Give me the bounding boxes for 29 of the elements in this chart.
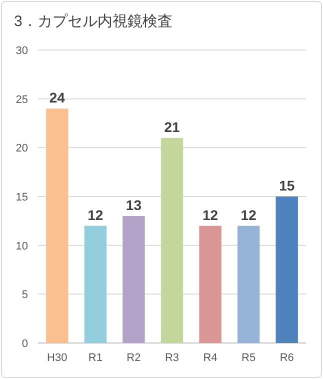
data-label: 12 xyxy=(240,206,257,223)
y-tick-label: 20 xyxy=(16,142,28,155)
data-label: 21 xyxy=(164,118,180,135)
x-tick-label: H30 xyxy=(47,352,68,364)
x-tick-label: R4 xyxy=(203,352,218,364)
x-tick-label: R1 xyxy=(88,352,102,364)
y-tick-label: 15 xyxy=(16,192,28,204)
x-tick-label: R5 xyxy=(242,352,256,364)
data-label: 12 xyxy=(88,206,104,223)
data-label: 12 xyxy=(202,206,218,223)
y-tick-label: 10 xyxy=(16,240,28,252)
x-tick-label: R6 xyxy=(280,352,294,364)
bar xyxy=(199,226,222,343)
data-label: 15 xyxy=(279,178,295,194)
bar xyxy=(160,138,184,343)
y-tick-label: 30 xyxy=(16,45,28,57)
bar xyxy=(237,226,260,343)
x-tick-label: R3 xyxy=(164,352,180,364)
bar xyxy=(122,216,145,343)
y-tick-label: 5 xyxy=(22,289,28,302)
x-tick-label: R2 xyxy=(126,352,141,364)
bar xyxy=(46,108,68,343)
y-tick-label: 25 xyxy=(16,94,28,106)
data-label: 24 xyxy=(49,90,66,106)
y-tick-label: 0 xyxy=(22,338,28,350)
data-label: 13 xyxy=(126,197,142,214)
bar xyxy=(276,196,298,343)
bar xyxy=(84,226,107,343)
chart-title: 3．カプセル内視鏡検査 xyxy=(14,13,172,30)
